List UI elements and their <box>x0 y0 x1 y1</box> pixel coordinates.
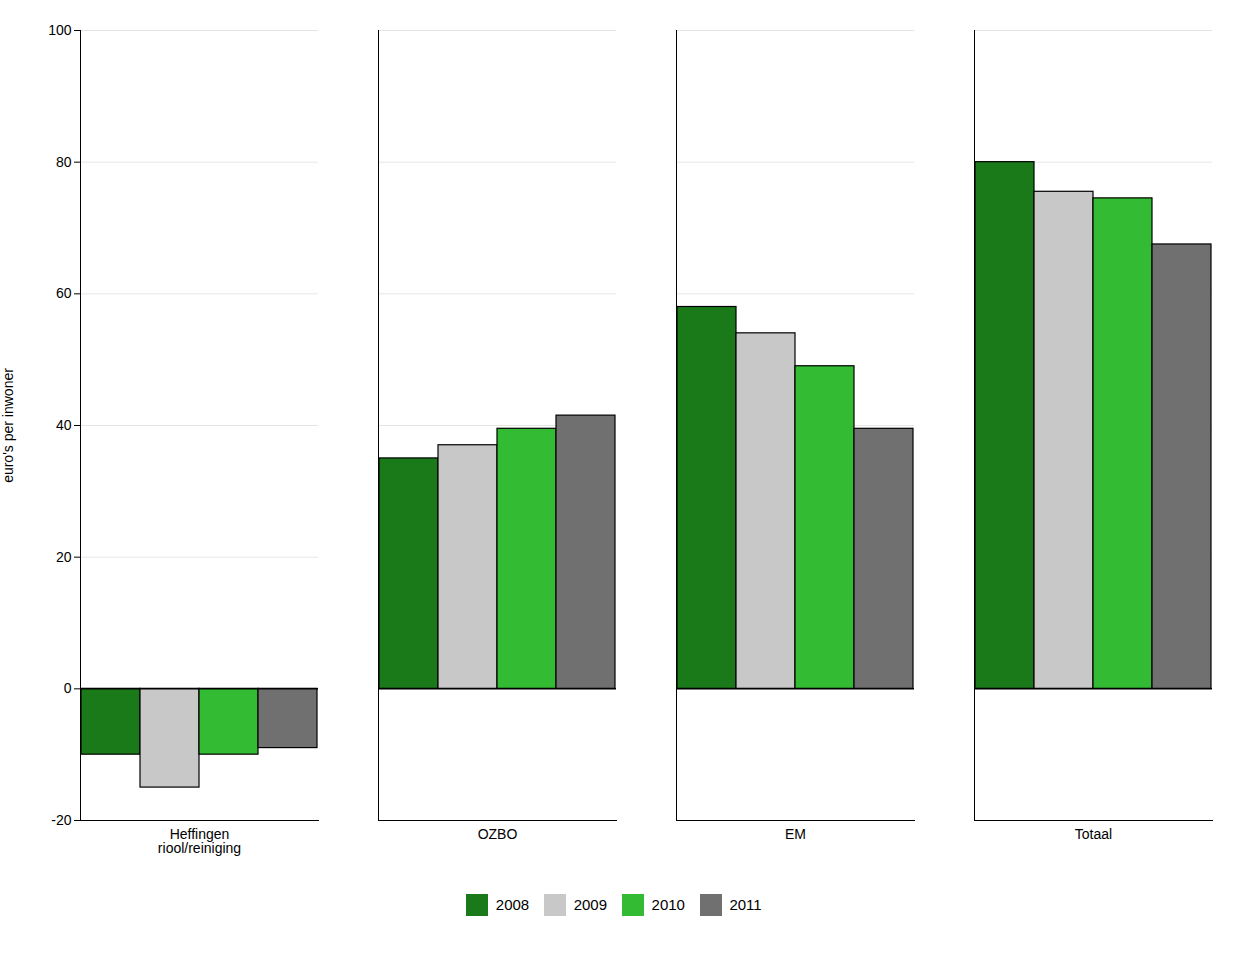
svg-text:60: 60 <box>56 285 72 301</box>
svg-text:Totaal: Totaal <box>1075 826 1112 842</box>
svg-text:100: 100 <box>48 22 72 38</box>
svg-text:Heffingenriool/reiniging: Heffingenriool/reiniging <box>158 826 241 856</box>
svg-text:20: 20 <box>56 549 72 565</box>
html-text:2008: 2008 <box>495 896 530 913</box>
svg-text:OZBO: OZBO <box>478 826 518 842</box>
html-text:2009: 2009 <box>573 896 607 913</box>
svg-text:80: 80 <box>56 154 72 170</box>
svg-text:euro's per inwoner: euro's per inwoner <box>0 368 16 483</box>
svg-text:40: 40 <box>56 417 72 433</box>
svg-text:EM: EM <box>785 826 806 842</box>
svg-text:-20: -20 <box>51 812 71 828</box>
html-text:2011: 2011 <box>729 896 762 913</box>
html-text:2010: 2010 <box>651 896 685 913</box>
svg-text:0: 0 <box>64 680 72 696</box>
